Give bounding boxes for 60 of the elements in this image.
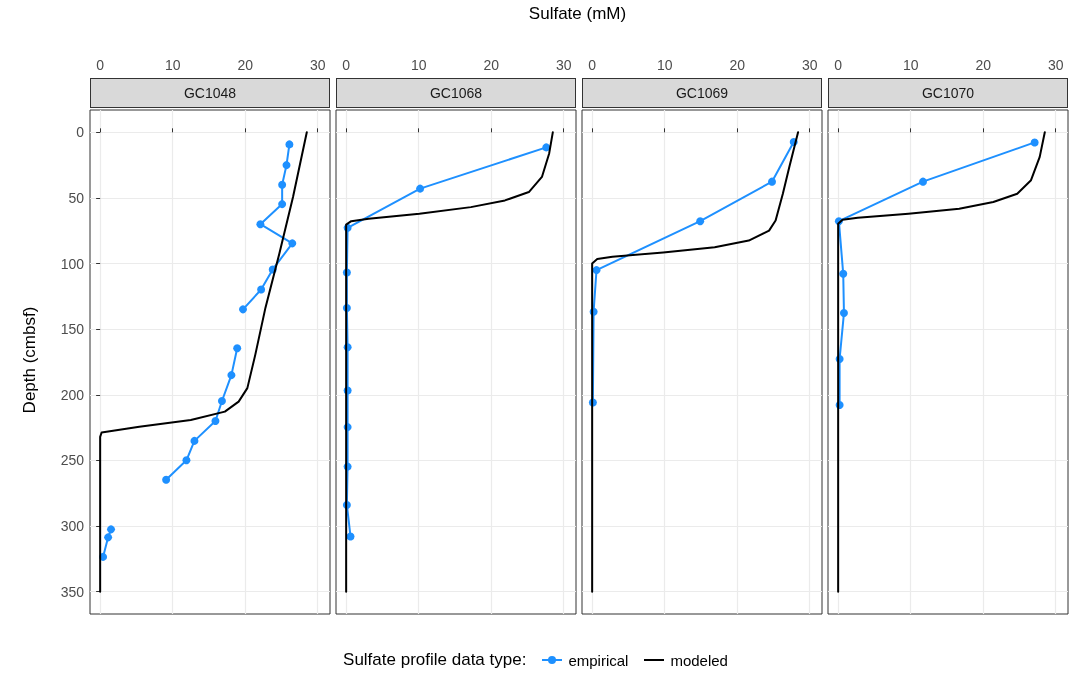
x-tick-label: 0 [96,57,105,73]
point [107,525,116,534]
point [278,200,287,209]
y-axis-title: Depth (cmbsf) [20,305,40,416]
x-tick-label: 20 [237,57,254,73]
point [282,161,291,170]
chart-title: GC1048 [90,78,330,108]
point [1030,138,1039,147]
x-tick-label: 0 [834,57,843,73]
point [239,305,247,314]
point [542,143,551,152]
x-tick-label: 30 [555,57,572,73]
x-axis-title: Sulfate (mM) [527,4,628,24]
chart-title: GC1069 [582,78,822,108]
y-tick-label: 300 [60,518,85,535]
point [839,269,848,278]
chart-title: GC1068 [336,78,576,108]
x-tick-label: 20 [483,57,500,73]
x-tick-label: 10 [656,57,673,73]
x-tick-label: 30 [309,57,326,73]
point [182,456,191,465]
point [767,177,776,186]
x-tick-label: 30 [1047,57,1064,73]
chart-title: GC1070 [828,78,1068,108]
point [839,309,848,318]
x-tick-label: 10 [902,57,919,73]
y-tick-label: 0 [76,124,85,141]
legend-title: Sulfate profile data type: [343,650,527,670]
point [346,532,355,541]
x-tick-label: 0 [588,57,597,73]
y-tick-label: 200 [60,386,85,403]
point [162,475,171,484]
point [227,371,236,380]
point [592,266,601,275]
point [416,184,425,193]
point [285,140,294,149]
point [104,533,113,542]
x-tick-label: 0 [342,57,351,73]
point [217,396,226,405]
y-tick-label: 350 [60,583,85,600]
x-tick-label: 20 [729,57,746,73]
point [257,285,266,294]
x-tick-label: 10 [410,57,427,73]
y-tick-label: 50 [68,189,85,206]
y-tick-label: 250 [60,452,85,469]
y-tick-label: 150 [60,321,85,338]
x-tick-label: 20 [975,57,992,73]
point [696,217,705,226]
point [256,220,265,229]
x-tick-label: 30 [801,57,818,73]
point [211,417,220,426]
point [918,177,927,186]
legend-label: modeled [670,651,728,669]
y-tick-label: 100 [60,255,85,272]
x-tick-label: 10 [164,57,181,73]
legend-label: empirical [568,651,629,669]
point [233,344,242,353]
point [190,436,199,445]
point [278,180,287,189]
point [288,239,297,248]
